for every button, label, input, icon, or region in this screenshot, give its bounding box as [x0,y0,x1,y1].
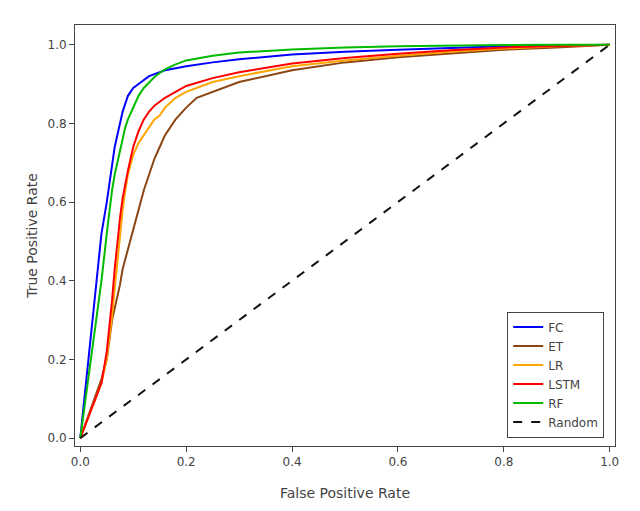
svg-text:ET: ET [548,340,564,354]
svg-text:Random: Random [548,416,598,430]
svg-text:LR: LR [548,359,563,373]
svg-text:0.8: 0.8 [494,455,513,469]
svg-text:FC: FC [548,321,563,335]
svg-text:0.2: 0.2 [177,455,196,469]
svg-text:0.6: 0.6 [48,195,67,209]
svg-text:0.8: 0.8 [48,117,67,131]
svg-text:0.4: 0.4 [283,455,302,469]
svg-text:0.0: 0.0 [71,455,90,469]
svg-text:1.0: 1.0 [48,38,67,52]
svg-text:0.4: 0.4 [48,274,67,288]
svg-text:False Positive Rate: False Positive Rate [280,485,410,501]
svg-text:0.0: 0.0 [48,431,67,445]
svg-text:LSTM: LSTM [548,378,580,392]
svg-text:RF: RF [548,397,563,411]
svg-text:0.6: 0.6 [388,455,407,469]
svg-text:True Positive Rate: True Positive Rate [24,173,40,299]
svg-text:1.0: 1.0 [600,455,619,469]
svg-text:0.2: 0.2 [48,353,67,367]
